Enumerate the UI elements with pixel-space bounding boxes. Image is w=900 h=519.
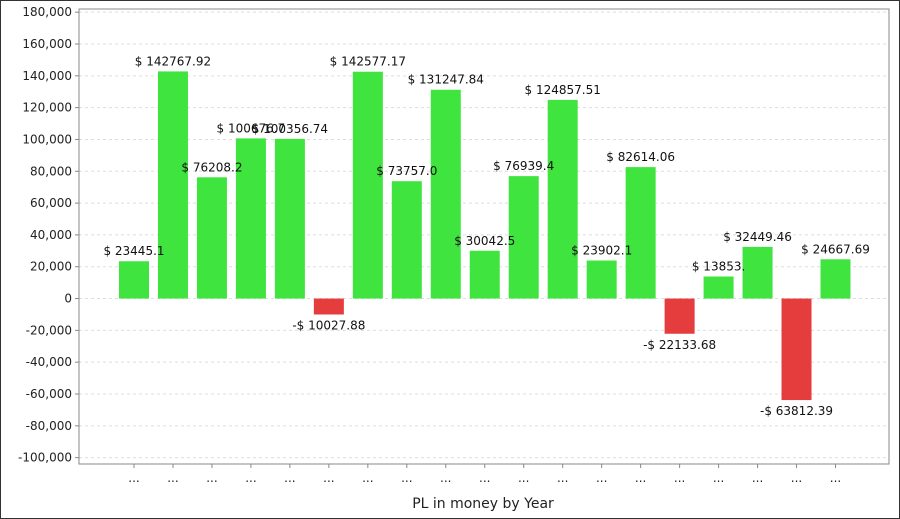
x-tick-labels: ........................................… [128, 471, 841, 485]
bar [781, 298, 812, 401]
data-label: $ 100676.7 [217, 121, 286, 135]
y-tick-label: -80,000 [26, 419, 72, 433]
y-tick-label: -20,000 [26, 323, 72, 337]
bar [157, 71, 188, 299]
x-tick-label: ... [791, 471, 802, 485]
data-label: $ 76939.4 [493, 159, 554, 173]
y-tick-label: 100,000 [22, 132, 72, 146]
y-tick-label: -100,000 [18, 451, 72, 465]
bar [703, 276, 734, 299]
bar [664, 298, 695, 334]
x-tick-label: ... [167, 471, 178, 485]
y-tick-label: 20,000 [30, 260, 72, 274]
bar [430, 89, 461, 299]
x-tick-label: ... [440, 471, 451, 485]
y-tick-label: 140,000 [22, 69, 72, 83]
y-tick-label: -40,000 [26, 355, 72, 369]
data-label: -$ 22133.68 [643, 338, 716, 352]
y-tick-label: 180,000 [22, 5, 72, 19]
x-tick-label: ... [752, 471, 763, 485]
bar [313, 298, 344, 315]
x-tick-label: ... [518, 471, 529, 485]
x-axis-label: PL in money by Year [412, 496, 554, 512]
bar [508, 176, 539, 299]
data-label: $ 76208.2 [181, 160, 242, 174]
bar [274, 138, 305, 299]
bar [235, 138, 266, 299]
x-tick-label: ... [401, 471, 412, 485]
x-tick-label: ... [596, 471, 607, 485]
x-tick-label: ... [284, 471, 295, 485]
x-tick-label: ... [830, 471, 841, 485]
x-tick-label: ... [362, 471, 373, 485]
bar [469, 250, 500, 299]
data-label: $ 100356.74 [252, 122, 328, 136]
x-tick-label: ... [206, 471, 217, 485]
data-label: $ 23445.1 [103, 244, 164, 258]
data-label: $ 131247.84 [408, 73, 484, 87]
x-tick-label: ... [323, 471, 334, 485]
x-tick-label: ... [128, 471, 139, 485]
x-tick-label: ... [635, 471, 646, 485]
data-label: $ 82614.06 [606, 150, 675, 164]
bar [119, 261, 149, 299]
bar [391, 181, 422, 299]
data-labels: $ 23445.1$ 142767.92$ 76208.2$ 100676.7$… [103, 54, 869, 418]
data-label: $ 142577.17 [330, 55, 406, 69]
y-tick-label: -60,000 [26, 387, 72, 401]
data-label: $ 124857.51 [525, 83, 601, 97]
data-label: -$ 63812.39 [760, 404, 833, 418]
data-label: $ 24667.69 [801, 242, 870, 256]
x-tick-label: ... [674, 471, 685, 485]
bar [820, 259, 851, 299]
axes: -100,000 -80,000 -60,000 -40,000 -20,000 0 20,… [18, 5, 890, 468]
x-tick-label: ... [713, 471, 724, 485]
bars [119, 71, 851, 401]
data-label: $ 30042.5 [454, 234, 515, 248]
x-tick-label: ... [245, 471, 256, 485]
x-tick-label: ... [479, 471, 490, 485]
data-label: -$ 10027.88 [292, 318, 365, 332]
bar [625, 167, 656, 299]
bar [742, 246, 773, 299]
y-tick-label: 120,000 [22, 101, 72, 115]
x-tick-label: ... [557, 471, 568, 485]
bar [196, 177, 227, 299]
y-tick-label: 0 [64, 292, 72, 306]
y-tick-label: 40,000 [30, 228, 72, 242]
plot-area-border [78, 8, 890, 465]
bar [547, 99, 578, 299]
data-label: $ 13853. [692, 260, 745, 274]
y-tick-label: 80,000 [30, 164, 72, 178]
bar [586, 260, 617, 299]
data-label: $ 23902.1 [571, 244, 632, 258]
data-label: $ 142767.92 [135, 54, 211, 68]
bar [352, 71, 383, 299]
data-label: $ 73757.0 [376, 164, 437, 178]
y-tick-label: 60,000 [30, 196, 72, 210]
data-label: $ 32449.46 [723, 230, 792, 244]
y-tick-label: 160,000 [22, 37, 72, 51]
